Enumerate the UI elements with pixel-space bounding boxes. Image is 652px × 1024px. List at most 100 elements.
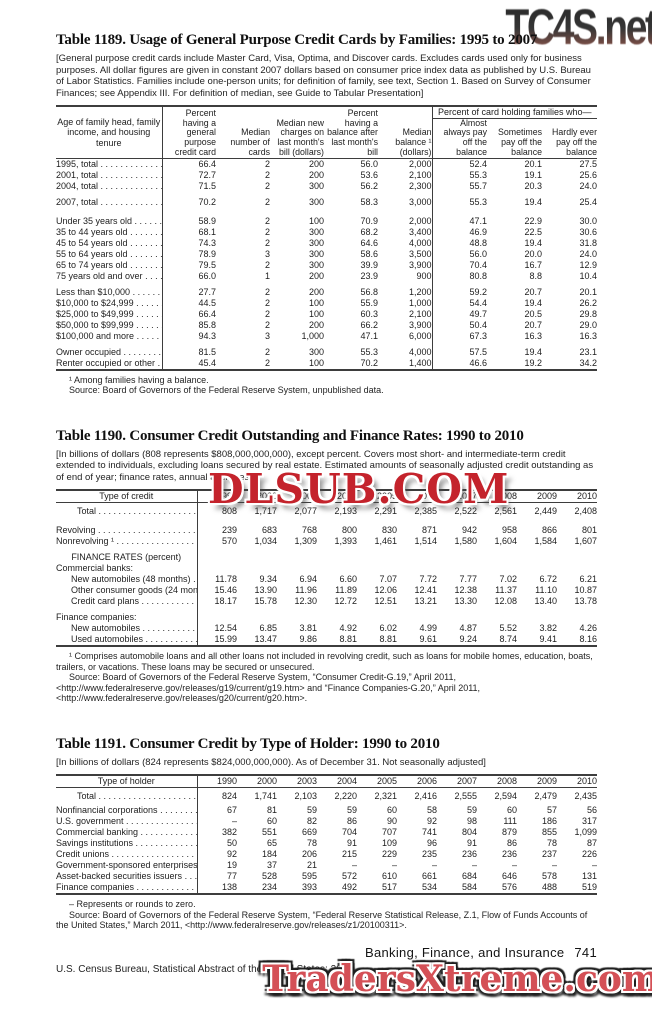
cell-value: 2 bbox=[264, 259, 270, 270]
cell-value: 528 bbox=[261, 871, 277, 882]
watermark-tc4s: TC4S.net bbox=[506, 0, 652, 54]
cell-value: 59 bbox=[466, 805, 477, 816]
dot-leader bbox=[143, 634, 196, 644]
year-col-head: 2008 bbox=[477, 490, 517, 504]
cell-value: 66.4 bbox=[198, 308, 216, 319]
table-row: Revolving 239 683 768 800 830 871 942 958 866 801 bbox=[56, 520, 597, 537]
cell-value: 39.9 bbox=[360, 259, 378, 270]
cell-value: 12.54 bbox=[214, 623, 237, 634]
row-label: Savings institutions bbox=[56, 838, 198, 850]
cell-value: 91 bbox=[346, 838, 357, 849]
cell-value: 186 bbox=[541, 816, 557, 827]
dot-leader bbox=[96, 506, 196, 516]
cell-value: 237 bbox=[541, 849, 557, 860]
cell-value: 768 bbox=[301, 525, 317, 536]
cell-value: 92 bbox=[226, 849, 237, 860]
cell-value: 6.21 bbox=[579, 574, 597, 585]
table-row: Commercial banks: bbox=[56, 563, 597, 575]
year-col-head: 1990 bbox=[197, 775, 237, 789]
cell-value: 12.51 bbox=[374, 596, 397, 607]
row-label: $50,000 to $99,999 bbox=[56, 319, 163, 331]
cell-value: 6.85 bbox=[259, 623, 277, 634]
cell-value: 19.4 bbox=[524, 237, 542, 248]
row-label: 45 to 54 years old bbox=[56, 237, 163, 249]
table-1190-body: Total 808 1,717 2,077 2,193 2,291 2,385 2,522 2,… bbox=[56, 502, 597, 647]
cell-value: 59 bbox=[306, 805, 317, 816]
cell-value: 20.1 bbox=[524, 158, 542, 169]
cell-value: 4.26 bbox=[579, 623, 597, 634]
cell-value: 2,479 bbox=[534, 791, 557, 802]
cell-value: 20.5 bbox=[524, 308, 542, 319]
cell-value: 300 bbox=[308, 196, 324, 207]
cell-value: 100 bbox=[308, 357, 324, 368]
cell-value: 4.99 bbox=[419, 623, 437, 634]
cell-value: 1,000 bbox=[301, 330, 324, 341]
cell-value: 82 bbox=[306, 816, 317, 827]
row-label: 2001, total bbox=[56, 169, 163, 181]
dot-leader bbox=[139, 596, 196, 606]
table-row: Other consumer goods (24 months) 15.46 13.… bbox=[56, 585, 597, 597]
table-1190-title: Table 1190. Consumer Credit Outstanding … bbox=[56, 427, 524, 444]
cell-value: 3,900 bbox=[408, 319, 432, 330]
cell-value: 15.78 bbox=[254, 596, 277, 607]
cell-value: 56.8 bbox=[360, 286, 378, 297]
cell-value: – bbox=[511, 860, 517, 871]
cell-value: 58 bbox=[426, 805, 437, 816]
row-label: 75 years old and over bbox=[56, 270, 163, 282]
cell-value: 3 bbox=[264, 330, 270, 341]
table-row: Savings institutions 50 65 78 91 109 96 91 86 78 8… bbox=[56, 838, 597, 850]
col-head: Median number of cards bbox=[216, 106, 270, 159]
cell-value: 66.2 bbox=[360, 319, 378, 330]
year-col-head: 2007 bbox=[437, 490, 477, 504]
dot-leader bbox=[124, 816, 196, 826]
table-row: Finance companies 138 234 393 492 517 534 584 57… bbox=[56, 882, 597, 895]
stub-head: Type of credit bbox=[56, 490, 198, 504]
chapter-line: Banking, Finance, and Insurance 741 bbox=[56, 945, 597, 960]
cell-value: 610 bbox=[381, 871, 397, 882]
cell-value: 11.78 bbox=[215, 574, 237, 585]
cell-value: 229 bbox=[381, 849, 397, 860]
cell-value: 109 bbox=[381, 838, 397, 849]
cell-value: 235 bbox=[421, 849, 437, 860]
cell-value: 98 bbox=[466, 816, 477, 827]
cell-value: 200 bbox=[308, 270, 324, 281]
cell-value: 12.06 bbox=[374, 585, 397, 596]
cell-value: 59 bbox=[346, 805, 357, 816]
cell-value: 300 bbox=[308, 346, 324, 357]
cell-value: 60.3 bbox=[360, 308, 378, 319]
cell-value: 20.1 bbox=[579, 286, 597, 297]
row-label: 2007, total bbox=[56, 191, 163, 211]
cell-value: 8.16 bbox=[579, 634, 597, 645]
dot-leader bbox=[121, 347, 161, 357]
dot-leader bbox=[191, 574, 196, 584]
cell-value: 111 bbox=[503, 816, 517, 827]
cell-value: 94.3 bbox=[198, 330, 216, 341]
cell-value: 4.92 bbox=[339, 623, 357, 634]
cell-value: 6.60 bbox=[339, 574, 357, 585]
cell-value: 7.77 bbox=[459, 574, 477, 585]
page-footer: Banking, Finance, and Insurance 741 U.S. … bbox=[56, 945, 597, 975]
cell-value: 48.8 bbox=[431, 237, 487, 249]
cell-value: 23.1 bbox=[579, 346, 597, 357]
cell-value: 56.2 bbox=[360, 180, 378, 191]
table-row: Nonrevolving ¹ 570 1,034 1,309 1,393 1,461 1,5… bbox=[56, 536, 597, 548]
cell-value: 300 bbox=[308, 180, 324, 191]
cell-value: 7.72 bbox=[419, 574, 437, 585]
cell-value: 66.4 bbox=[198, 158, 216, 169]
cell-value: 138 bbox=[221, 882, 237, 893]
year-col-head: 2006 bbox=[397, 775, 437, 789]
cell-value: 9.41 bbox=[539, 634, 557, 645]
cell-value: 12.41 bbox=[414, 585, 437, 596]
cell-value: 1,000 bbox=[408, 297, 432, 308]
cell-value: 7.02 bbox=[499, 574, 517, 585]
cell-value: 2,321 bbox=[374, 791, 397, 802]
row-label: $10,000 to $24,999 bbox=[56, 297, 163, 309]
dot-leader bbox=[133, 838, 196, 848]
cell-value: 20.0 bbox=[524, 248, 542, 259]
table-1190-note: [In billions of dollars (808 represents … bbox=[56, 448, 594, 483]
year-col-head: 2005 bbox=[357, 775, 397, 789]
cell-value: 1,393 bbox=[334, 536, 357, 547]
